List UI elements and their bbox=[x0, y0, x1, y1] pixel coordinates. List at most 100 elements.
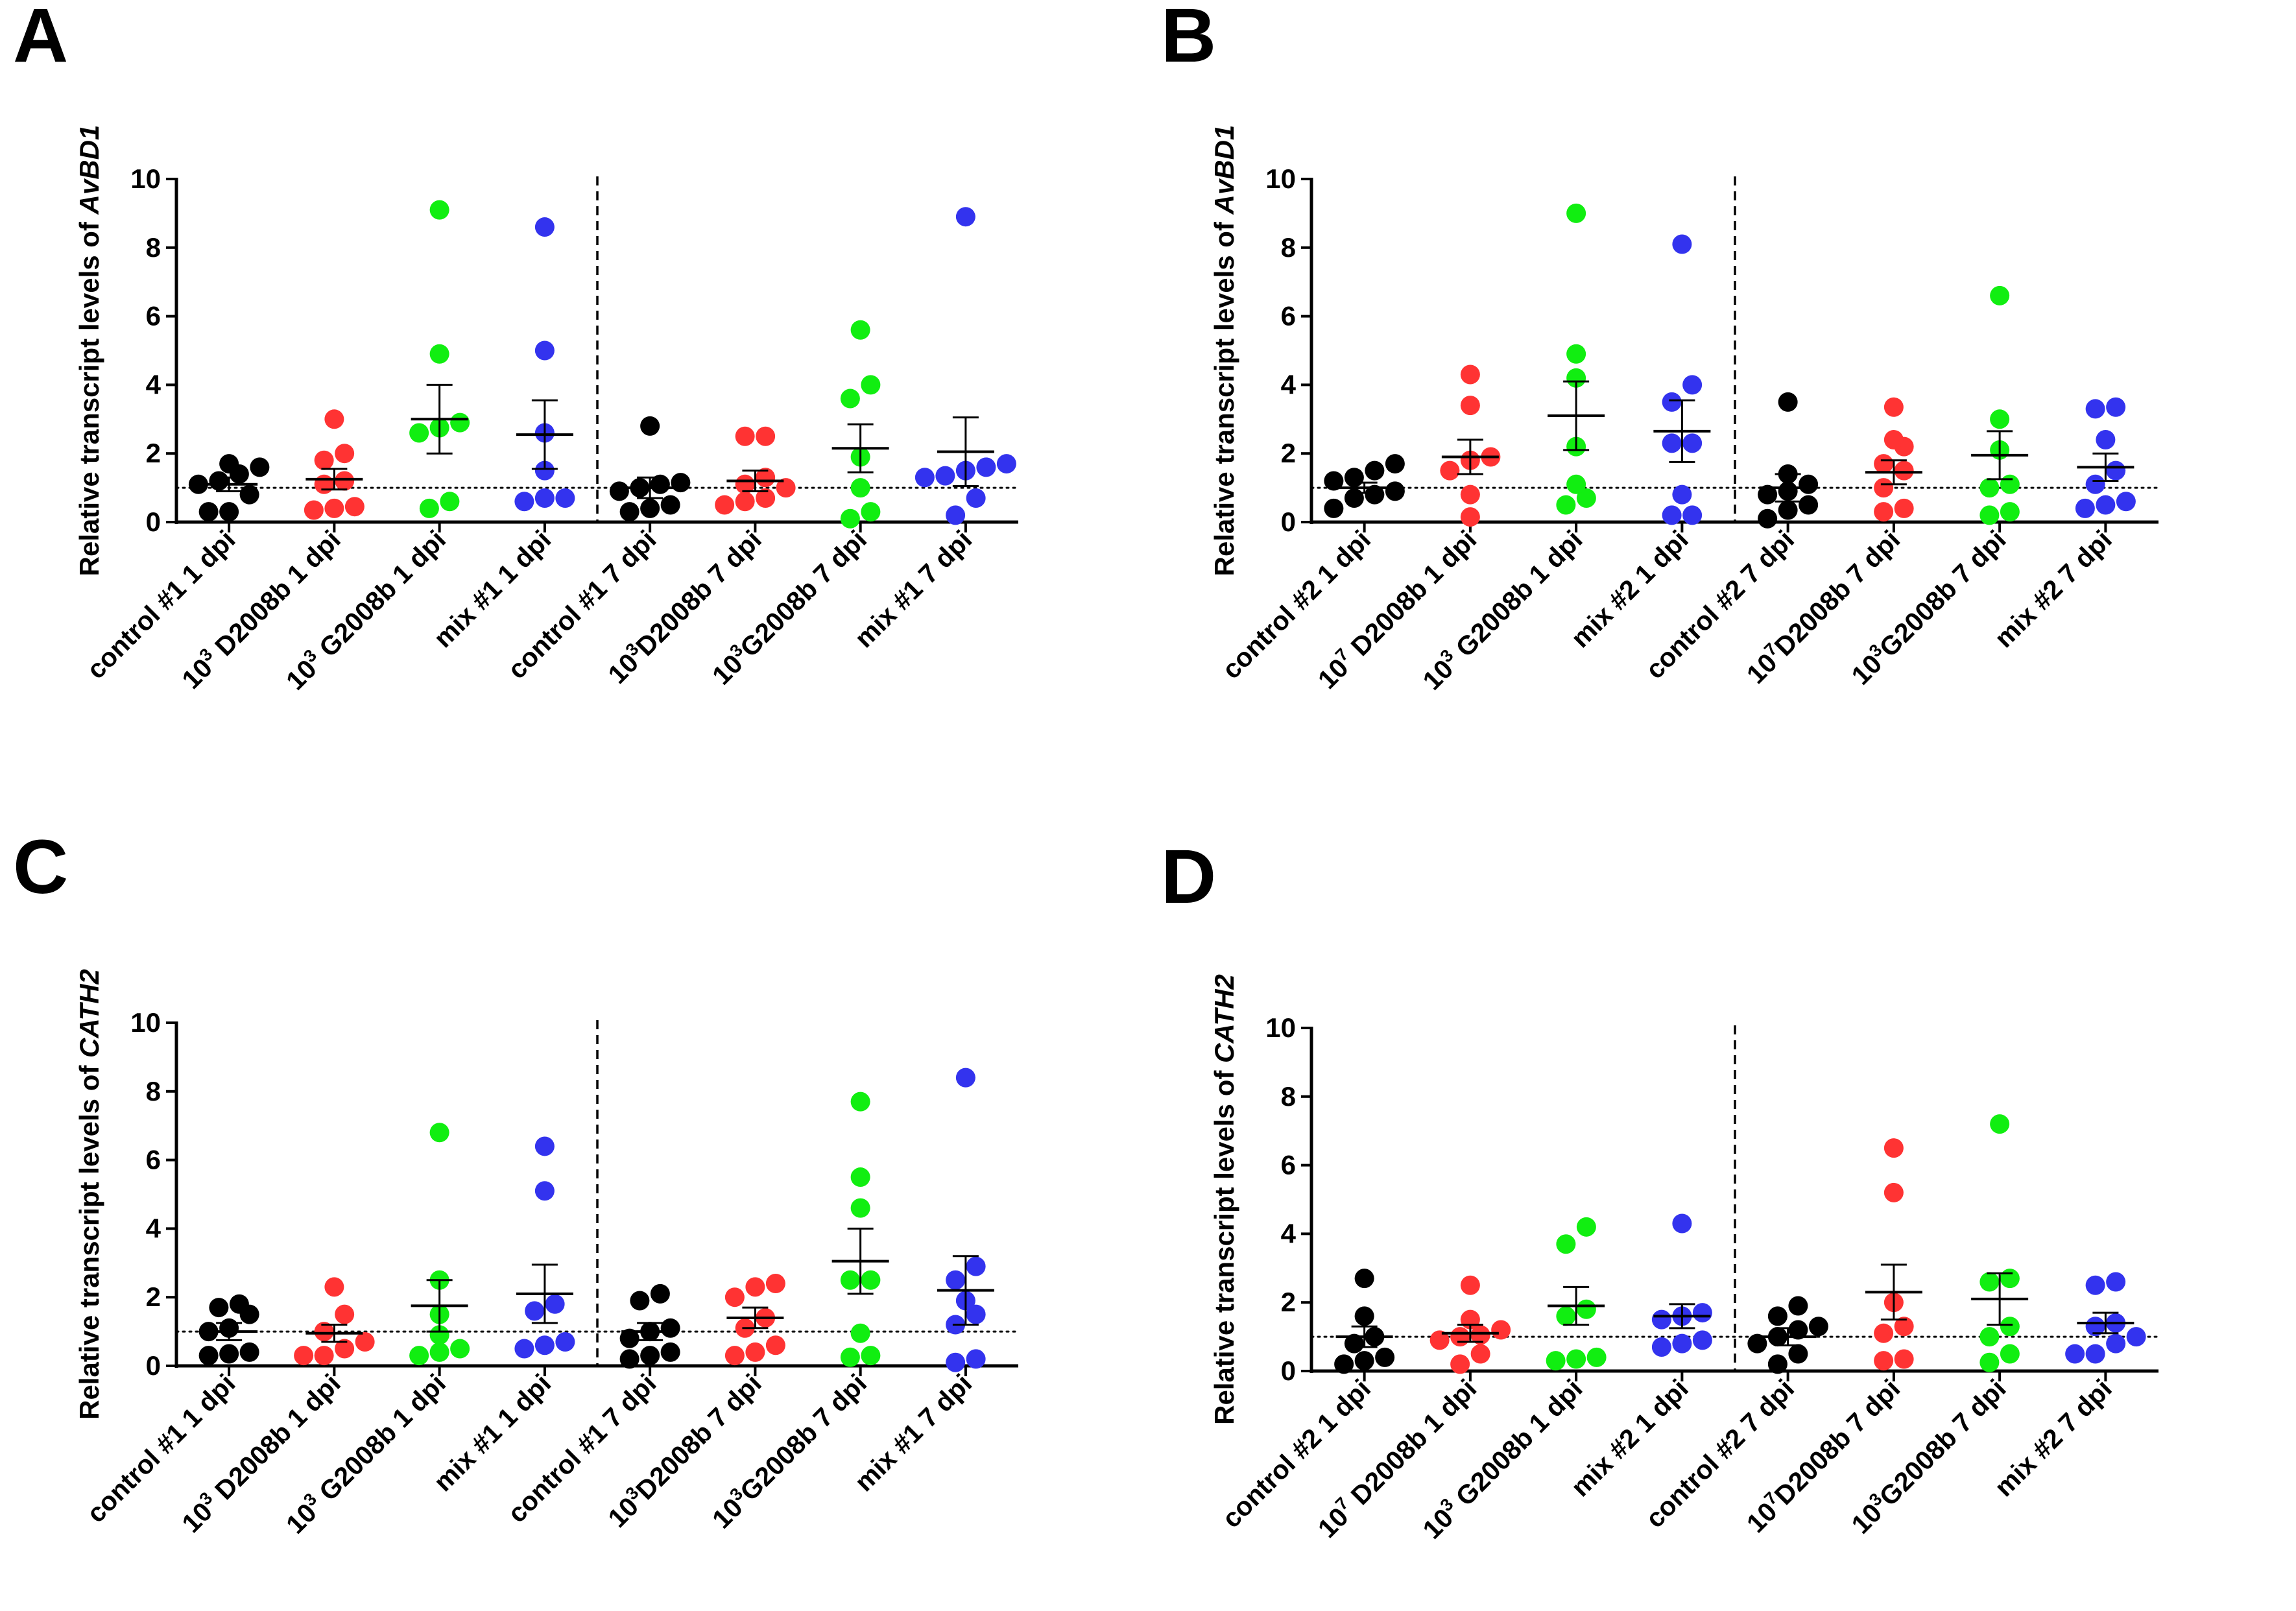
data-point bbox=[671, 473, 691, 493]
data-point bbox=[324, 498, 344, 518]
data-point bbox=[219, 1344, 239, 1364]
data-point bbox=[735, 492, 755, 512]
data-point bbox=[840, 1347, 860, 1367]
data-point bbox=[1883, 397, 1904, 417]
data-point bbox=[1758, 484, 1778, 505]
y-tick-label: 10 bbox=[1265, 163, 1296, 194]
data-point bbox=[314, 450, 334, 470]
data-point bbox=[850, 1198, 870, 1218]
data-point bbox=[514, 1339, 534, 1359]
data-point bbox=[861, 1346, 881, 1366]
data-point bbox=[955, 1068, 975, 1088]
data-point bbox=[355, 1331, 375, 1352]
data-point bbox=[1566, 1349, 1586, 1369]
data-point bbox=[2106, 1272, 2126, 1292]
data-point bbox=[198, 1346, 219, 1366]
data-point bbox=[2085, 1317, 2105, 1337]
data-point bbox=[1385, 481, 1405, 501]
data-point bbox=[1874, 1351, 1894, 1371]
data-point bbox=[1682, 375, 1703, 395]
data-point bbox=[660, 1342, 680, 1362]
data-point bbox=[450, 412, 470, 433]
data-point bbox=[1758, 508, 1778, 529]
data-point bbox=[1450, 1354, 1470, 1374]
data-point bbox=[640, 416, 660, 436]
data-point bbox=[735, 474, 755, 494]
data-point bbox=[1788, 1344, 1808, 1364]
data-point bbox=[1894, 1349, 1914, 1369]
y-tick-label: 0 bbox=[146, 1350, 161, 1381]
data-point bbox=[344, 497, 365, 517]
data-point bbox=[1470, 1325, 1490, 1345]
data-point bbox=[1491, 1320, 1511, 1340]
y-axis-title-prefix: Relative transcript levels of bbox=[1209, 214, 1239, 576]
data-point bbox=[1979, 1327, 2000, 1347]
data-point bbox=[2000, 502, 2020, 522]
data-point bbox=[2096, 495, 2116, 515]
x-tick-label-text: control #1 1 dpi bbox=[81, 1368, 241, 1529]
data-point bbox=[1662, 505, 1682, 525]
data-point bbox=[2106, 397, 2126, 417]
data-point bbox=[1566, 474, 1586, 494]
data-point bbox=[1324, 498, 1344, 518]
data-point bbox=[250, 457, 270, 477]
data-point bbox=[850, 1323, 870, 1343]
data-point bbox=[1767, 1306, 1788, 1326]
data-point bbox=[1344, 1333, 1364, 1354]
y-axis-title: Relative transcript levels of CATH2 bbox=[74, 969, 104, 1420]
data-point bbox=[1788, 1320, 1808, 1340]
y-axis-title-prefix: Relative transcript levels of bbox=[74, 214, 104, 576]
data-point bbox=[219, 502, 239, 522]
y-axis-title-prefix: Relative transcript levels of bbox=[1209, 1063, 1239, 1425]
y-axis-title: Relative transcript levels of AvBD1 bbox=[74, 125, 104, 577]
data-point bbox=[239, 1342, 259, 1362]
data-point bbox=[1799, 495, 1819, 515]
data-point bbox=[409, 1346, 429, 1366]
y-axis-title-gene: CATH2 bbox=[74, 969, 104, 1058]
data-point bbox=[1651, 1337, 1671, 1357]
scatter-chart-a: A Relative transcript levels of AvBD1 0 2 4 6… bbox=[13, 0, 1020, 696]
data-point bbox=[619, 1328, 640, 1348]
data-point bbox=[715, 495, 735, 515]
data-point bbox=[534, 217, 555, 237]
data-point bbox=[1692, 1303, 1712, 1323]
data-point bbox=[1692, 1330, 1712, 1350]
data-point bbox=[861, 1270, 881, 1290]
data-point bbox=[534, 1181, 555, 1201]
data-point bbox=[2085, 1275, 2105, 1295]
x-tick-label: control #1 1 dpi bbox=[81, 1368, 241, 1529]
data-point bbox=[1344, 468, 1364, 488]
data-point bbox=[2126, 1327, 2146, 1347]
scatter-chart-d: D Relative transcript levels of CATH2 0 2 4 6… bbox=[1161, 834, 2160, 1545]
data-point bbox=[1990, 1114, 2010, 1134]
y-tick-label: 10 bbox=[130, 163, 161, 194]
data-point bbox=[2085, 1344, 2105, 1364]
group-8: mix #1 7 dpi bbox=[849, 207, 1016, 653]
y-tick-label: 6 bbox=[1281, 301, 1296, 331]
x-tick-label-text: control #1 1 dpi bbox=[81, 525, 241, 685]
x-tick-label: control #2 1 dpi bbox=[1216, 1374, 1376, 1534]
data-point bbox=[419, 498, 439, 518]
data-point bbox=[756, 488, 776, 508]
group-8: mix #2 7 dpi bbox=[1989, 397, 2136, 653]
data-point bbox=[545, 1294, 565, 1314]
data-point bbox=[229, 1294, 249, 1314]
data-point bbox=[1375, 1347, 1395, 1367]
data-point bbox=[1979, 478, 2000, 498]
data-point bbox=[1990, 285, 2010, 305]
data-point bbox=[966, 1304, 986, 1324]
data-point bbox=[1672, 234, 1692, 254]
data-point bbox=[1556, 495, 1576, 515]
data-point bbox=[1682, 505, 1703, 525]
data-point bbox=[335, 1304, 355, 1324]
data-point bbox=[429, 1325, 449, 1345]
scatter-chart-c: C Relative transcript levels of CATH2 0 2 4 6… bbox=[13, 824, 1020, 1540]
data-point bbox=[1767, 1354, 1788, 1374]
y-axis-title-gene: CATH2 bbox=[1209, 974, 1239, 1063]
data-point bbox=[1883, 1138, 1904, 1158]
data-point bbox=[1874, 502, 1894, 522]
x-tick-label: control #2 1 dpi bbox=[1216, 525, 1376, 685]
panel-label: C bbox=[13, 824, 68, 910]
data-point bbox=[1874, 454, 1894, 474]
data-point bbox=[861, 375, 881, 395]
